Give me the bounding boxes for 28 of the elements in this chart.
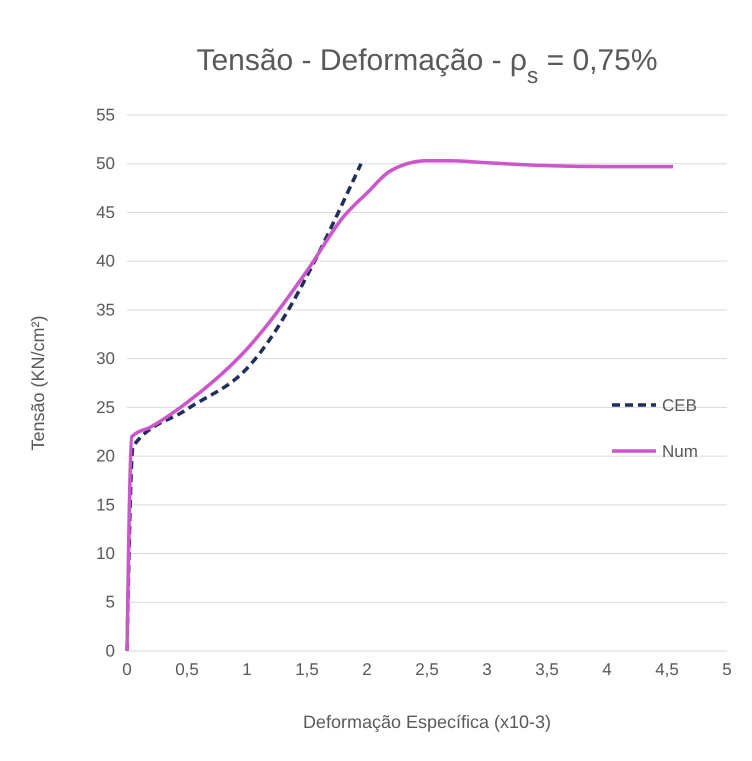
- y-tick-label: 45: [96, 202, 115, 222]
- y-tick-label: 15: [96, 495, 115, 514]
- x-tick-label: 2: [362, 660, 372, 680]
- y-tick-label: 30: [96, 349, 115, 368]
- x-tick-label: 1,5: [295, 660, 319, 680]
- y-tick-label: 35: [96, 300, 115, 320]
- legend-label: CEB: [662, 396, 697, 415]
- y-tick-label: 40: [96, 252, 115, 271]
- y-tick-label: 5: [106, 592, 115, 612]
- x-tick-label: 3,5: [535, 660, 559, 680]
- x-tick-label: 4: [602, 660, 612, 680]
- x-tick-label: 5: [722, 660, 732, 680]
- y-tick-label: 10: [96, 544, 115, 563]
- y-axis-title: Tensão (KN/cm²): [28, 315, 48, 451]
- x-tick-label: 4,5: [655, 660, 679, 680]
- x-tick-label: 2,5: [415, 660, 439, 680]
- x-tick-label: 3: [482, 660, 492, 680]
- y-tick-label: 20: [96, 446, 115, 466]
- y-tick-label: 50: [96, 154, 115, 174]
- legend-label: Num: [662, 442, 698, 461]
- y-tick-label: 25: [96, 398, 115, 417]
- x-axis-title: Deformação Específica (x10-3): [302, 712, 552, 732]
- chart-title: Tensão - Deformação - ρ$_{s}$ = 0,75%: [196, 44, 658, 88]
- y-tick-label: 55: [96, 105, 115, 124]
- x-tick-label: 1: [242, 660, 252, 680]
- y-tick-label: 0: [106, 641, 115, 660]
- x-tick-label: 0: [122, 660, 132, 680]
- x-tick-label: 0,5: [175, 660, 199, 680]
